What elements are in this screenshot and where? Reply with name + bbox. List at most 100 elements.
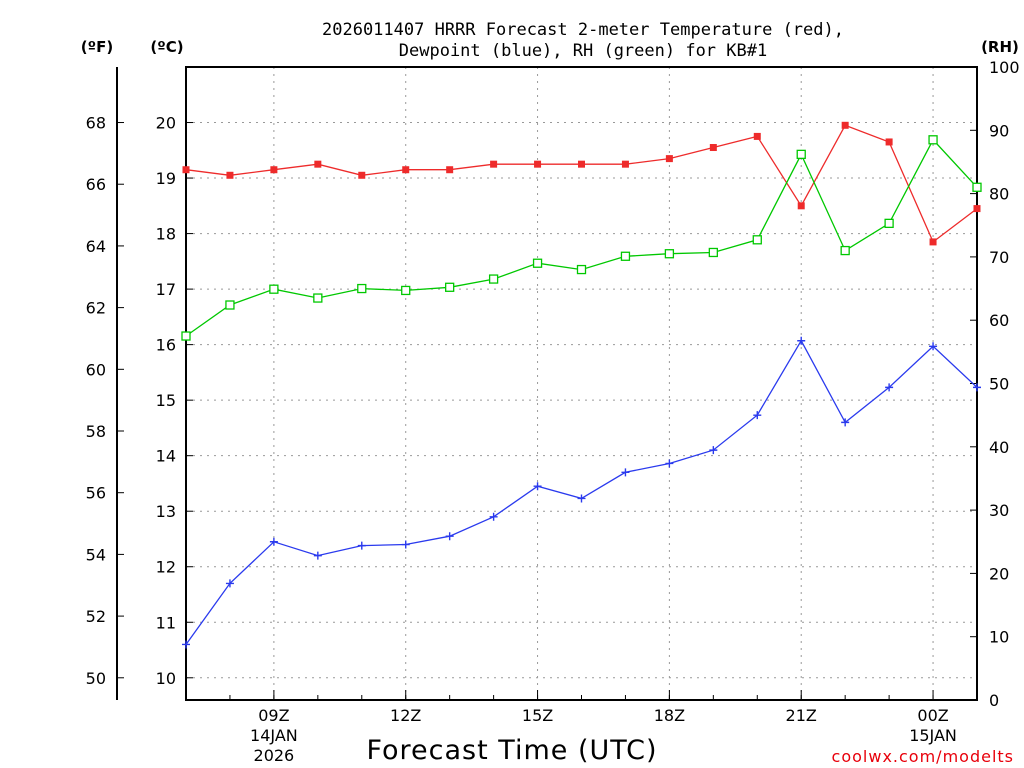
c-tick-label: 11 <box>156 613 176 632</box>
rh-tick-label: 40 <box>989 438 1009 457</box>
data-point <box>665 459 674 468</box>
rh-tick-label: 20 <box>989 564 1009 583</box>
series-dewpoint <box>182 336 981 649</box>
data-point <box>446 166 454 174</box>
series-line <box>185 339 978 645</box>
f-tick-label: 64 <box>86 237 106 256</box>
data-point <box>620 251 631 261</box>
fahrenheit-axis: 50 52 54 56 58 60 62 64 66 68 <box>86 114 124 688</box>
data-point <box>708 247 718 258</box>
data-point <box>357 283 367 294</box>
data-point <box>401 285 411 296</box>
x-year-label: 2026 <box>254 746 295 765</box>
data-point <box>797 336 806 345</box>
f-tick-label: 66 <box>86 175 106 194</box>
rh-tick-label: 60 <box>989 311 1009 330</box>
data-series <box>181 121 982 649</box>
data-point <box>885 383 894 392</box>
data-point <box>578 160 585 168</box>
data-point <box>181 331 191 341</box>
c-tick-label: 10 <box>156 669 176 688</box>
data-point <box>841 418 850 427</box>
data-point <box>357 541 366 550</box>
x-date-label: 14JAN <box>250 726 298 745</box>
data-point <box>532 258 543 268</box>
credit-link[interactable]: coolwx.com/modelts <box>832 747 1014 766</box>
data-point <box>621 468 630 477</box>
c-tick-label: 13 <box>156 502 176 521</box>
data-point <box>753 132 761 140</box>
data-point <box>182 640 190 649</box>
data-point <box>797 202 805 210</box>
data-point <box>576 264 587 275</box>
x-axis-title: Forecast Time (UTC) <box>366 735 657 766</box>
c-tick-label: 20 <box>156 114 176 133</box>
data-point <box>665 155 673 163</box>
data-point <box>840 245 850 256</box>
x-tick-label: 12Z <box>390 706 421 725</box>
data-point <box>709 144 717 152</box>
data-point <box>225 300 235 310</box>
data-point <box>884 218 894 229</box>
rh-tick-label: 0 <box>989 691 999 710</box>
data-point <box>313 551 322 560</box>
rh-axis: 0 10 20 30 40 50 60 70 80 90 100 <box>970 58 1020 710</box>
c-tick-label: 17 <box>156 280 176 299</box>
rh-tick-label: 80 <box>989 185 1009 204</box>
data-point <box>358 171 366 179</box>
f-tick-label: 56 <box>86 484 106 503</box>
data-point <box>753 411 762 420</box>
x-tick-label: 18Z <box>654 706 685 725</box>
data-point <box>489 512 498 521</box>
c-tick-label: 18 <box>156 225 176 244</box>
data-point <box>709 446 718 455</box>
data-point <box>577 494 586 503</box>
data-point <box>972 182 982 192</box>
data-point <box>885 138 893 146</box>
x-tick-label: 00Z <box>917 706 948 725</box>
rh-tick-label: 100 <box>989 58 1020 77</box>
rh-unit-label: (RH) <box>981 38 1019 56</box>
data-point <box>182 166 190 174</box>
data-point <box>225 579 234 588</box>
data-point <box>269 537 278 546</box>
data-point <box>445 282 455 292</box>
series-rh <box>181 135 982 341</box>
c-tick-label: 15 <box>156 391 176 410</box>
f-tick-label: 54 <box>86 545 106 564</box>
x-tick-label: 15Z <box>522 706 553 725</box>
data-point <box>226 171 234 179</box>
series-temperature <box>182 121 981 246</box>
rh-tick-label: 50 <box>989 375 1009 394</box>
f-tick-label: 60 <box>86 360 106 379</box>
data-point <box>490 160 498 168</box>
data-point <box>973 205 981 213</box>
data-point <box>402 166 410 174</box>
data-point <box>929 238 937 246</box>
data-point <box>796 149 806 160</box>
series-line <box>185 124 978 243</box>
data-point <box>488 274 499 284</box>
data-point <box>752 235 762 245</box>
f-tick-label: 58 <box>86 422 106 441</box>
chart-title-line2: Dewpoint (blue), RH (green) for KB#1 <box>399 41 767 61</box>
data-point <box>929 342 938 351</box>
c-tick-label: 14 <box>156 447 176 466</box>
data-point <box>841 121 849 129</box>
x-tick-label: 21Z <box>786 706 817 725</box>
fahrenheit-unit-label: (ºF) <box>81 38 113 56</box>
f-tick-label: 50 <box>86 669 106 688</box>
x-tick-label: 09Z <box>258 706 289 725</box>
x-date-label: 15JAN <box>909 726 957 745</box>
data-point <box>445 532 454 541</box>
data-point <box>270 166 278 174</box>
data-point <box>533 482 542 491</box>
c-tick-label: 16 <box>156 336 176 355</box>
c-tick-label: 12 <box>156 558 176 577</box>
f-tick-label: 52 <box>86 607 106 626</box>
data-point <box>621 160 629 168</box>
rh-tick-label: 30 <box>989 501 1009 520</box>
data-point <box>401 540 410 549</box>
